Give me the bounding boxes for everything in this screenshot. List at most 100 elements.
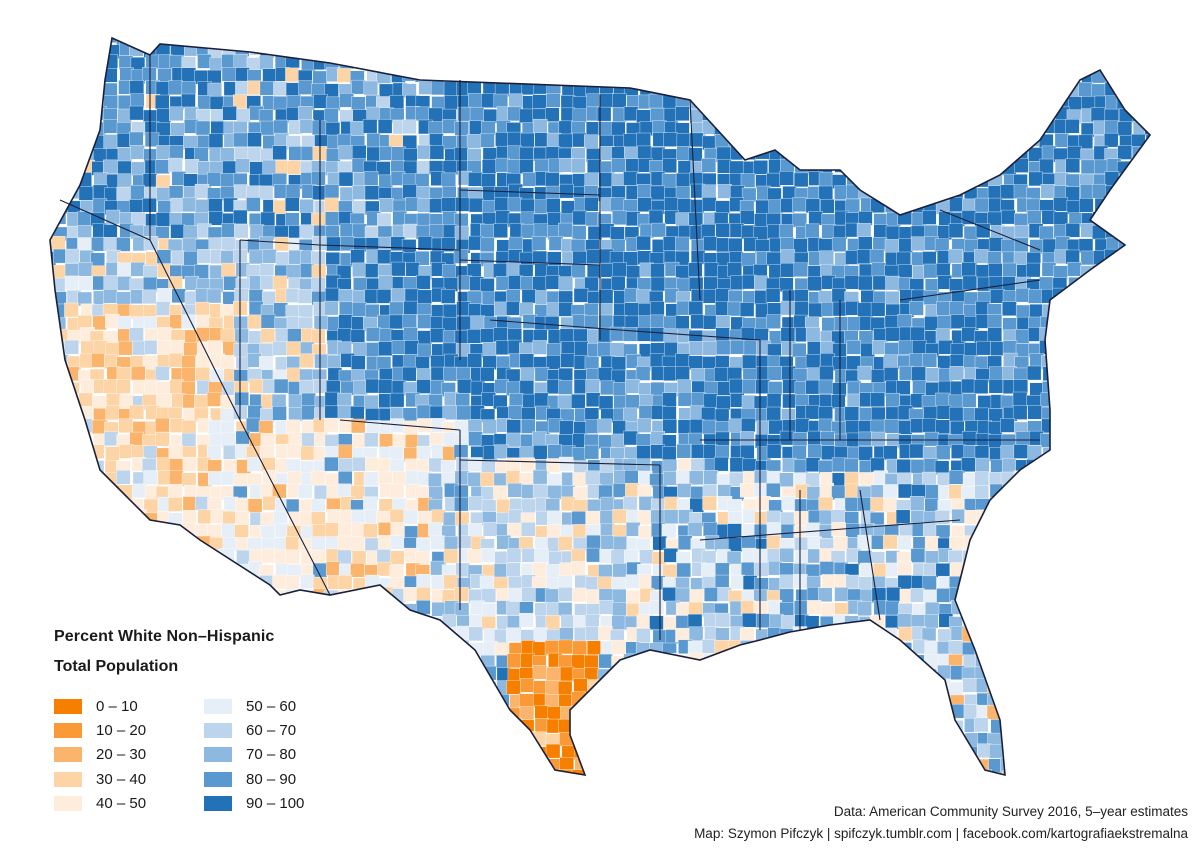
county-cell: [326, 148, 341, 163]
county-cell: [235, 430, 251, 446]
county-cell: [508, 236, 524, 252]
county-cell: [520, 223, 536, 239]
county-cell: [1000, 445, 1015, 460]
county-cell: [1041, 484, 1056, 499]
county-cell: [301, 405, 316, 420]
county-cell: [1117, 316, 1133, 331]
county-cell: [132, 38, 147, 46]
county-cell: [689, 733, 705, 748]
county-cell: [987, 68, 1003, 83]
county-cell: [883, 445, 898, 460]
county-cell: [599, 457, 615, 473]
county-cell: [676, 68, 691, 84]
county-cell: [274, 601, 289, 616]
county-cell: [1145, 733, 1150, 748]
county-cell: [1027, 484, 1042, 500]
county-cell: [389, 756, 405, 772]
county-cell: [1143, 289, 1150, 304]
county-cell: [1000, 563, 1015, 578]
county-cell: [1116, 81, 1132, 96]
county-cell: [1106, 706, 1121, 722]
county-cell: [923, 121, 938, 136]
county-cell: [311, 264, 327, 279]
county-cell: [936, 704, 952, 720]
county-cell: [337, 405, 353, 420]
county-cell: [730, 108, 745, 123]
county-cell: [155, 81, 171, 96]
county-cell: [506, 548, 522, 563]
county-cell: [1131, 511, 1146, 526]
county-cell: [80, 379, 96, 394]
county-cell: [1145, 340, 1150, 356]
county-cell: [586, 56, 601, 71]
county-cell: [1143, 93, 1150, 108]
county-cell: [636, 458, 651, 473]
county-cell: [52, 588, 67, 603]
county-cell: [364, 38, 380, 45]
county-cell: [1014, 67, 1029, 82]
county-cell: [909, 692, 925, 707]
county-cell: [482, 746, 498, 761]
county-cell: [1159, 303, 1173, 317]
county-cell: [66, 561, 82, 577]
county-cell: [975, 457, 990, 473]
county-cell: [351, 706, 366, 722]
county-cell: [103, 378, 118, 394]
county-cell: [323, 417, 339, 433]
county-cell: [950, 94, 965, 109]
county-cell: [221, 223, 236, 238]
county-cell: [171, 250, 186, 266]
county-cell: [183, 251, 198, 266]
county-cell: [1066, 575, 1081, 590]
county-cell: [507, 771, 523, 775]
county-cell: [1146, 161, 1150, 176]
county-cell: [51, 236, 66, 251]
county-cell: [1133, 57, 1148, 72]
county-cell: [1080, 512, 1096, 527]
county-cell: [651, 43, 666, 59]
county-cell: [312, 235, 327, 251]
county-cell: [495, 340, 511, 355]
county-cell: [989, 96, 1004, 111]
county-cell: [1130, 42, 1145, 57]
county-cell: [131, 678, 146, 693]
county-cell: [376, 654, 391, 670]
county-cell: [496, 730, 511, 745]
county-cell: [493, 472, 509, 488]
county-cell: [260, 328, 276, 343]
county-cell: [519, 146, 534, 162]
county-cell: [50, 275, 55, 290]
county-cell: [546, 66, 561, 82]
county-cell: [1040, 106, 1055, 122]
county-cell: [1016, 134, 1032, 150]
county-cell: [1119, 757, 1135, 773]
county-cell: [611, 356, 627, 371]
county-cell: [1027, 105, 1043, 121]
county-cell: [1106, 391, 1121, 407]
county-cell: [130, 184, 145, 200]
county-cell: [1040, 38, 1055, 46]
county-cell: [910, 236, 926, 251]
county-cell: [730, 69, 745, 85]
county-cell: [1053, 432, 1068, 448]
county-cell: [690, 667, 705, 682]
county-cell: [598, 395, 614, 411]
county-cell: [1054, 538, 1070, 553]
county-cell: [495, 68, 510, 83]
county-cell: [649, 615, 664, 630]
county-cell: [793, 717, 808, 732]
county-cell: [1105, 263, 1121, 278]
county-cell: [389, 639, 405, 654]
county-cell: [687, 522, 703, 537]
county-cell: [117, 276, 132, 291]
county-cell: [1157, 240, 1171, 254]
county-cell: [1000, 184, 1015, 199]
county-cell: [1078, 354, 1094, 369]
county-cell: [326, 354, 342, 370]
county-cell: [1131, 434, 1146, 449]
county-cell: [728, 237, 743, 253]
county-cell: [1105, 562, 1120, 577]
county-cell: [1132, 458, 1148, 474]
county-cell: [779, 548, 794, 563]
county-cell: [171, 577, 187, 593]
